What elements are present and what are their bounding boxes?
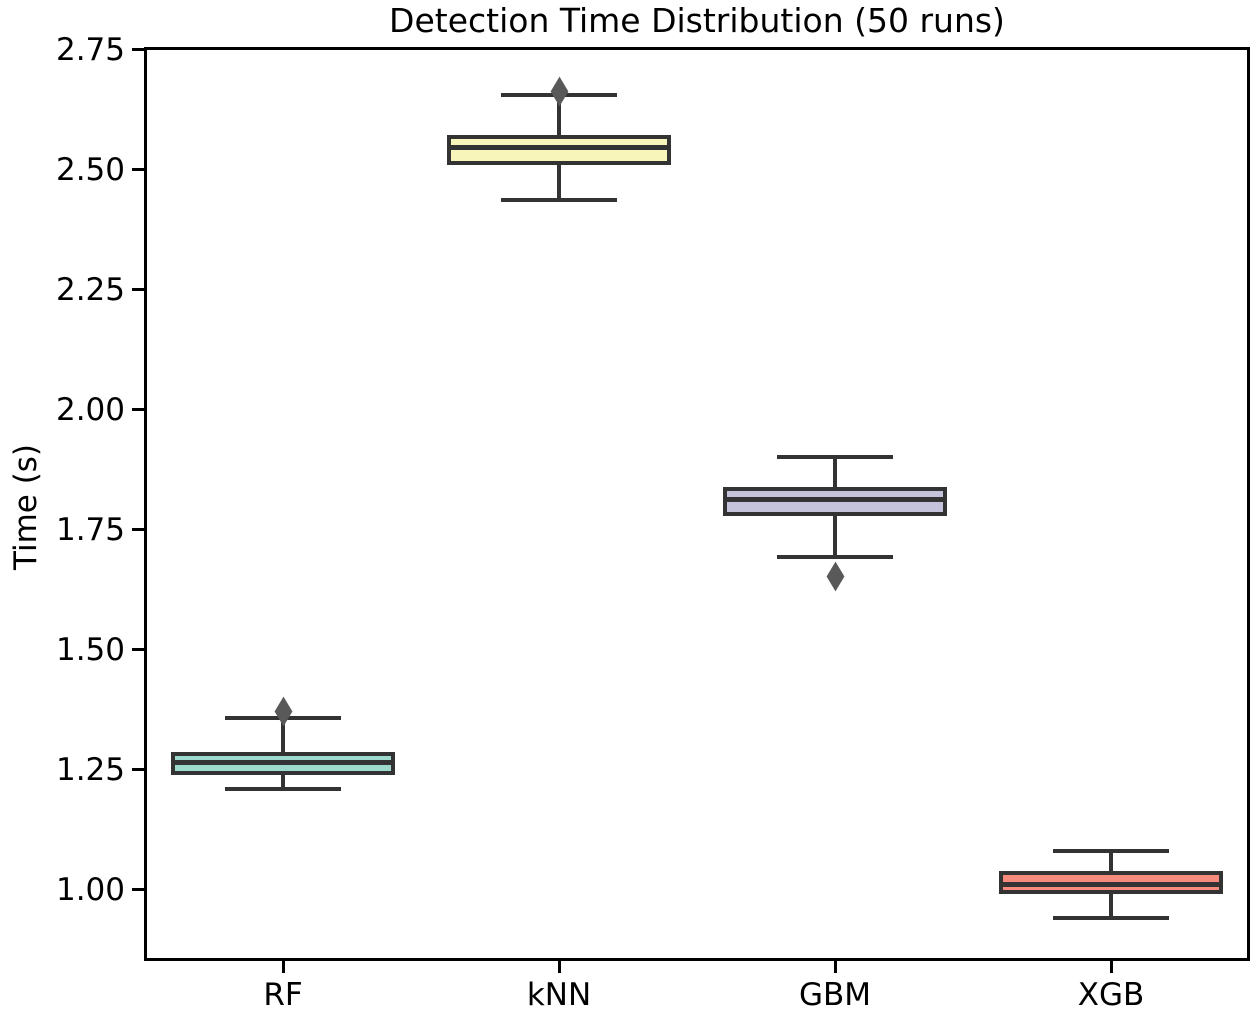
x-tick-label-rf: RF <box>263 977 303 1013</box>
y-tick-mark <box>132 648 145 652</box>
whisker-lower <box>1109 893 1113 918</box>
y-tick-mark <box>132 768 145 772</box>
x-tick-label-knn: kNN <box>526 977 592 1013</box>
y-tick-mark <box>132 408 145 412</box>
whisker-lower <box>557 164 561 201</box>
whisker-lower <box>281 774 285 790</box>
whisker-cap-lower <box>777 554 893 559</box>
y-tick-label: 1.50 <box>55 631 125 668</box>
x-tick-mark <box>833 960 837 973</box>
whisker-upper <box>1109 851 1113 871</box>
y-tick-label: 2.75 <box>55 31 125 68</box>
y-tick-label: 1.00 <box>55 871 125 908</box>
y-tick-mark <box>132 48 145 52</box>
x-tick-mark <box>1109 960 1113 973</box>
plot-area <box>144 47 1250 961</box>
x-tick-label-gbm: GBM <box>798 977 872 1013</box>
y-axis-label: Time (s) <box>8 443 44 571</box>
y-tick-label: 1.25 <box>55 751 125 788</box>
whisker-cap-upper <box>1053 849 1169 854</box>
whisker-lower <box>833 516 837 557</box>
whisker-cap-lower <box>501 198 617 203</box>
whisker-cap-lower <box>225 787 341 792</box>
y-tick-mark <box>132 288 145 292</box>
y-tick-label: 2.25 <box>55 271 125 308</box>
x-tick-label-xgb: XGB <box>1077 977 1145 1013</box>
whisker-upper <box>833 456 837 487</box>
y-tick-label: 1.75 <box>55 511 125 548</box>
x-tick-mark <box>281 960 285 973</box>
y-tick-mark <box>132 888 145 892</box>
y-tick-label: 2.00 <box>55 391 125 428</box>
whisker-cap-lower <box>1053 915 1169 920</box>
median-line <box>999 881 1223 887</box>
chart-title: Detection Time Distribution (50 runs) <box>389 1 1005 40</box>
whisker-upper <box>281 718 285 752</box>
x-tick-mark <box>557 960 561 973</box>
y-tick-mark <box>132 168 145 172</box>
whisker-upper <box>557 95 561 135</box>
whisker-cap-upper <box>777 454 893 459</box>
y-tick-mark <box>132 528 145 532</box>
median-line <box>447 144 671 150</box>
y-tick-label: 2.50 <box>55 151 125 188</box>
median-line <box>723 497 947 503</box>
median-line <box>171 760 395 766</box>
